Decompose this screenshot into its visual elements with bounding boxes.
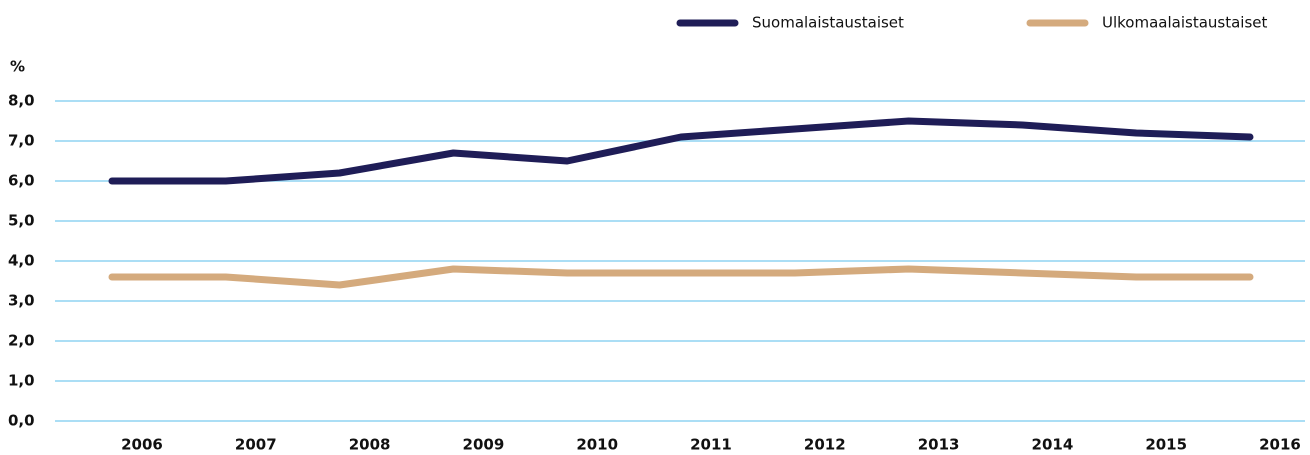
- x-tick-label: 2016: [1259, 436, 1301, 454]
- x-tick-label: 2007: [235, 436, 277, 454]
- y-tick-label: 7,0: [8, 132, 35, 150]
- y-axis-label: %: [10, 58, 25, 76]
- x-tick-label: 2012: [804, 436, 846, 454]
- y-tick-label: 5,0: [8, 212, 35, 230]
- x-tick-label: 2014: [1032, 436, 1074, 454]
- y-tick-label: 3,0: [8, 292, 35, 310]
- x-tick-label: 2015: [1145, 436, 1187, 454]
- legend-label: Suomalaistaustaiset: [752, 14, 904, 32]
- line: [108, 265, 1254, 289]
- x-tick-label: 2013: [918, 436, 960, 454]
- y-tick-label: 2,0: [8, 332, 35, 350]
- x-tick-label: 2009: [463, 436, 505, 454]
- legend-label: Ulkomaalaistaustaiset: [1102, 14, 1267, 32]
- y-tick-label: 0,0: [8, 412, 35, 430]
- y-tick-label: 6,0: [8, 172, 35, 190]
- line: [108, 117, 1254, 185]
- y-tick-label: 8,0: [8, 92, 35, 110]
- x-tick-label: 2008: [349, 436, 391, 454]
- x-tick-label: 2011: [690, 436, 732, 454]
- y-tick-label: 1,0: [8, 372, 35, 390]
- x-tick-label: 2006: [121, 436, 163, 454]
- x-tick-label: 2010: [576, 436, 618, 454]
- y-tick-label: 4,0: [8, 252, 35, 270]
